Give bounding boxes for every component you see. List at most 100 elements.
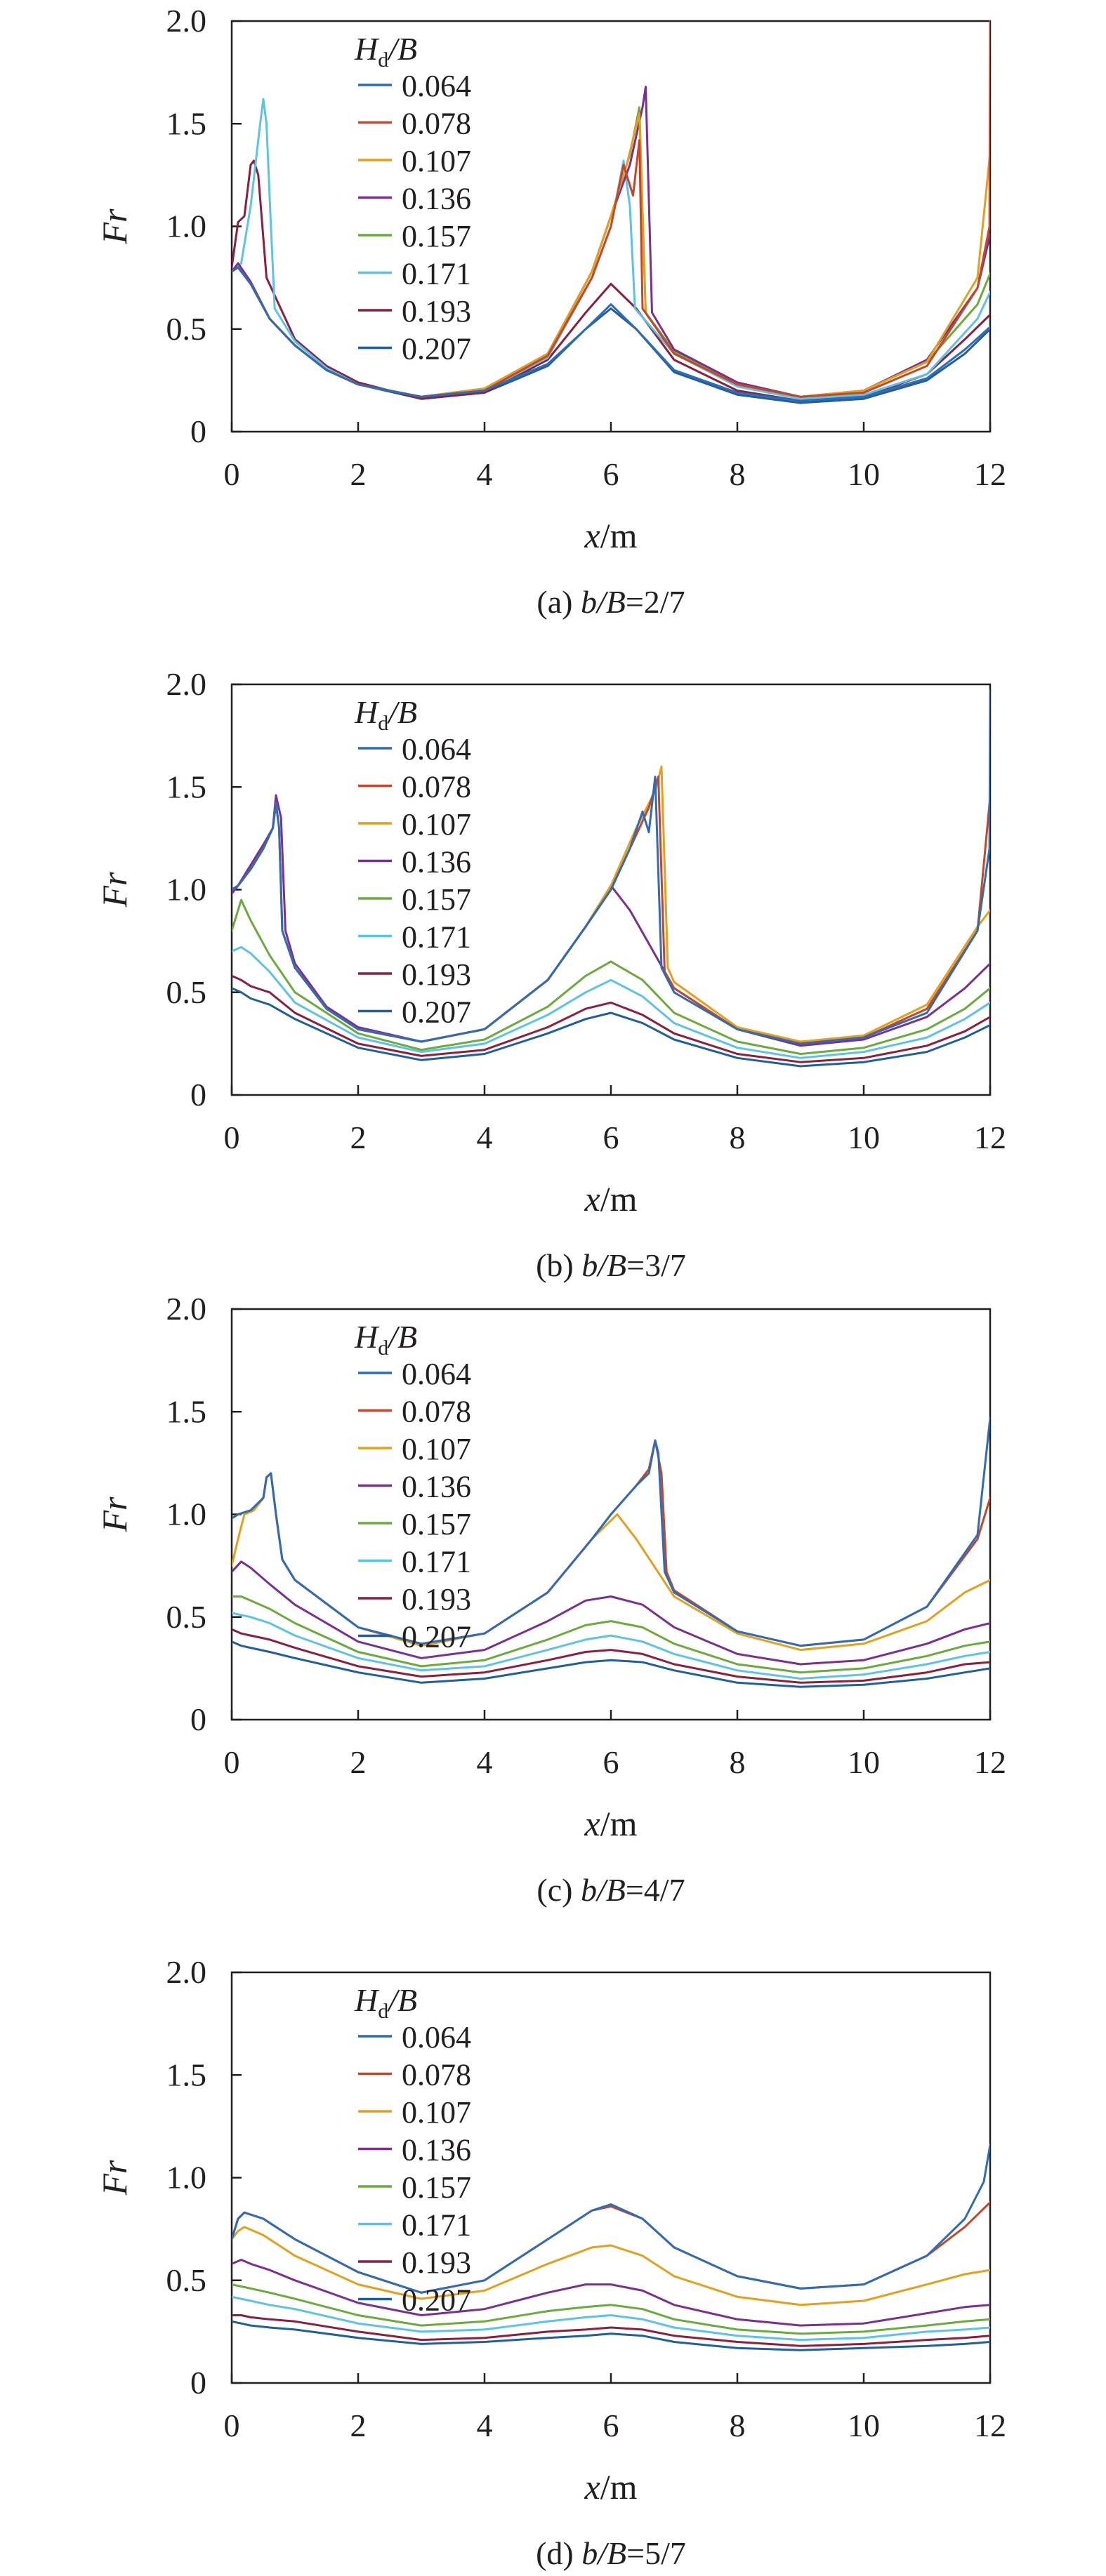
series-line-0-064 [232, 689, 990, 1045]
x-axis-title-var: x [584, 1179, 600, 1219]
y-axis-title: Fr [95, 1496, 134, 1533]
series-line-0-171 [232, 2295, 990, 2342]
x-axis-title-var: x [584, 1804, 600, 1843]
series-line-0-193 [232, 1628, 990, 1684]
y-tick-label: 0 [190, 413, 206, 449]
legend-label: 0.136 [402, 2133, 471, 2167]
legend-title-tail: /B [386, 694, 417, 730]
x-tick-label: 8 [730, 2408, 746, 2443]
legend-label: 0.193 [402, 2245, 471, 2280]
y-axis-title: Fr [95, 208, 134, 245]
y-tick-label: 0 [190, 2365, 206, 2401]
series-lines [232, 689, 990, 1068]
x-tick-label: 2 [350, 1744, 367, 1780]
legend-title-subscript: d [378, 2000, 388, 2023]
x-tick-label: 10 [848, 456, 880, 492]
x-tick-label: 4 [477, 1120, 493, 1155]
legend-label: 0.157 [402, 1507, 471, 1541]
panel-caption: (a) b/B=2/7 [536, 584, 685, 620]
y-tick-label: 1.0 [166, 2160, 207, 2196]
series-line-0-136 [232, 2259, 990, 2327]
legend-title-subscript: d [378, 1336, 388, 1360]
y-tick-label: 1.5 [166, 1393, 207, 1429]
legend-label: 0.078 [402, 770, 471, 804]
y-tick-label: 1.0 [166, 1496, 207, 1532]
x-tick-label: 4 [477, 2408, 493, 2443]
series-line-0-064 [232, 1416, 990, 1647]
legend: Hd/B0.0640.0780.1070.1360.1570.1710.1930… [354, 694, 471, 1030]
y-tick-label: 0 [190, 1077, 206, 1113]
y-tick-label: 1.0 [166, 208, 207, 244]
legend: Hd/B0.0640.0780.1070.1360.1570.1710.1930… [354, 31, 471, 366]
legend-title-tail: /B [386, 1319, 417, 1355]
series-line-0-078 [232, 1439, 990, 1647]
panel-caption: (d) b/B=5/7 [536, 2535, 686, 2571]
series-line-0-207 [232, 266, 990, 404]
series-line-0-136 [232, 1560, 990, 1666]
caption-value: =4/7 [626, 1872, 685, 1908]
legend-label: 0.107 [402, 2095, 471, 2130]
x-tick-label: 12 [974, 2408, 1006, 2443]
x-tick-label: 8 [730, 1744, 746, 1780]
legend-title-main: H [354, 31, 380, 67]
x-axis-title: x/m [584, 1179, 638, 1219]
caption-value: =5/7 [626, 2535, 686, 2571]
caption-variable: b/B [581, 1247, 626, 1283]
legend-label: 0.207 [402, 1620, 471, 1654]
legend-label: 0.193 [402, 957, 471, 992]
x-tick-label: 10 [848, 1744, 880, 1780]
legend-label: 0.207 [402, 995, 471, 1030]
series-line-0-107 [232, 2226, 990, 2306]
x-tick-label: 8 [730, 456, 746, 492]
caption-prefix: (d) [536, 2535, 581, 2571]
y-tick-label: 0 [190, 1701, 206, 1737]
y-tick-label: 1.0 [166, 872, 207, 908]
x-tick-label: 6 [603, 456, 619, 492]
legend-label: 0.171 [402, 1545, 471, 1579]
y-tick-label: 0.5 [166, 311, 207, 347]
legend: Hd/B0.0640.0780.1070.1360.1570.1710.1930… [354, 1982, 471, 2318]
caption-value: =2/7 [626, 584, 685, 620]
legend-label: 0.107 [402, 1432, 471, 1466]
x-tick-label: 8 [730, 1120, 746, 1155]
legend-label: 0.207 [402, 332, 471, 366]
legend-label: 0.064 [402, 69, 471, 103]
legend-label: 0.064 [402, 1357, 471, 1391]
series-lines [232, 1416, 990, 1688]
series-line-0-157 [232, 106, 990, 398]
legend-label: 0.136 [402, 1470, 471, 1504]
x-tick-label: 6 [603, 2408, 619, 2443]
caption-variable: b/B [581, 2535, 626, 2571]
x-axis-title-var: x [584, 2467, 600, 2507]
series-line-0-207 [232, 1640, 990, 1688]
legend-label: 0.157 [402, 219, 471, 253]
series-lines [232, 2144, 990, 2351]
x-tick-label: 10 [848, 1120, 880, 1155]
series-line-0-157 [232, 898, 990, 1055]
legend-title-tail: /B [386, 1982, 417, 2018]
x-tick-label: 0 [224, 456, 240, 492]
legend-label: 0.107 [402, 144, 471, 178]
x-axis-title-unit: /m [600, 1804, 638, 1843]
legend-label: 0.064 [402, 2020, 471, 2054]
x-tick-label: 2 [350, 1120, 367, 1155]
legend-label: 0.078 [402, 1395, 471, 1429]
x-tick-label: 2 [350, 456, 367, 492]
legend-title: Hd/B [354, 694, 417, 735]
x-tick-label: 0 [224, 2408, 240, 2443]
series-line-0-207 [232, 2320, 990, 2351]
legend-title: Hd/B [354, 31, 417, 72]
legend-title: Hd/B [354, 1319, 417, 1360]
y-tick-label: 0.5 [166, 1599, 207, 1635]
x-axis-title-unit: /m [600, 1179, 638, 1219]
legend-label: 0.136 [402, 845, 471, 879]
legend-title-main: H [354, 1982, 380, 2018]
y-axis-title: Fr [95, 2160, 134, 2196]
legend-label: 0.171 [402, 257, 471, 291]
legend: Hd/B0.0640.0780.1070.1360.1570.1710.1930… [354, 1319, 471, 1654]
x-tick-label: 12 [974, 1744, 1006, 1780]
y-tick-label: 2.0 [166, 3, 207, 39]
legend-title-subscript: d [378, 48, 388, 72]
legend-title-main: H [354, 694, 380, 730]
